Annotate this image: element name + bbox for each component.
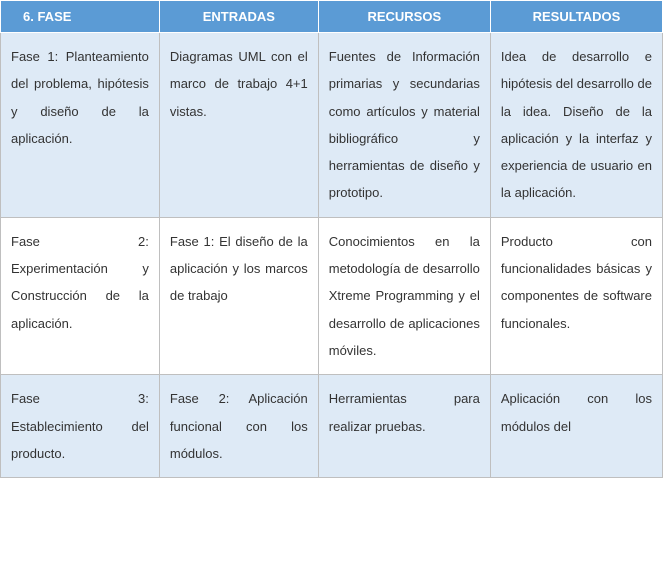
- header-recursos: RECURSOS: [318, 1, 490, 33]
- cell-recursos: Fuentes de Información primarias y secun…: [318, 33, 490, 218]
- fase-table: 6. FASE ENTRADAS RECURSOS RESULTADOS Fas…: [0, 0, 663, 478]
- table-header-row: 6. FASE ENTRADAS RECURSOS RESULTADOS: [1, 1, 663, 33]
- table-row: Fase 1: Planteamiento del problema, hipó…: [1, 33, 663, 218]
- header-resultados: RESULTADOS: [490, 1, 662, 33]
- header-fase: 6. FASE: [1, 1, 160, 33]
- cell-resultados: Aplicación con los módulos del: [490, 375, 662, 478]
- cell-recursos: Conocimientos en la metodología de desar…: [318, 217, 490, 374]
- cell-entradas: Fase 1: El diseño de la aplicación y los…: [159, 217, 318, 374]
- table-row: Fase 2: Experimentación y Construcción d…: [1, 217, 663, 374]
- header-entradas: ENTRADAS: [159, 1, 318, 33]
- cell-resultados: Producto con funcionalidades básicas y c…: [490, 217, 662, 374]
- cell-entradas: Diagramas UML con el marco de trabajo 4+…: [159, 33, 318, 218]
- cell-entradas: Fase 2: Aplicación funcional con los mód…: [159, 375, 318, 478]
- cell-recursos: Herramientas para realizar pruebas.: [318, 375, 490, 478]
- cell-fase: Fase 3: Establecimiento del producto.: [1, 375, 160, 478]
- cell-fase: Fase 2: Experimentación y Construcción d…: [1, 217, 160, 374]
- cell-fase: Fase 1: Planteamiento del problema, hipó…: [1, 33, 160, 218]
- cell-resultados: Idea de desarrollo e hipótesis del desar…: [490, 33, 662, 218]
- table-row: Fase 3: Establecimiento del producto. Fa…: [1, 375, 663, 478]
